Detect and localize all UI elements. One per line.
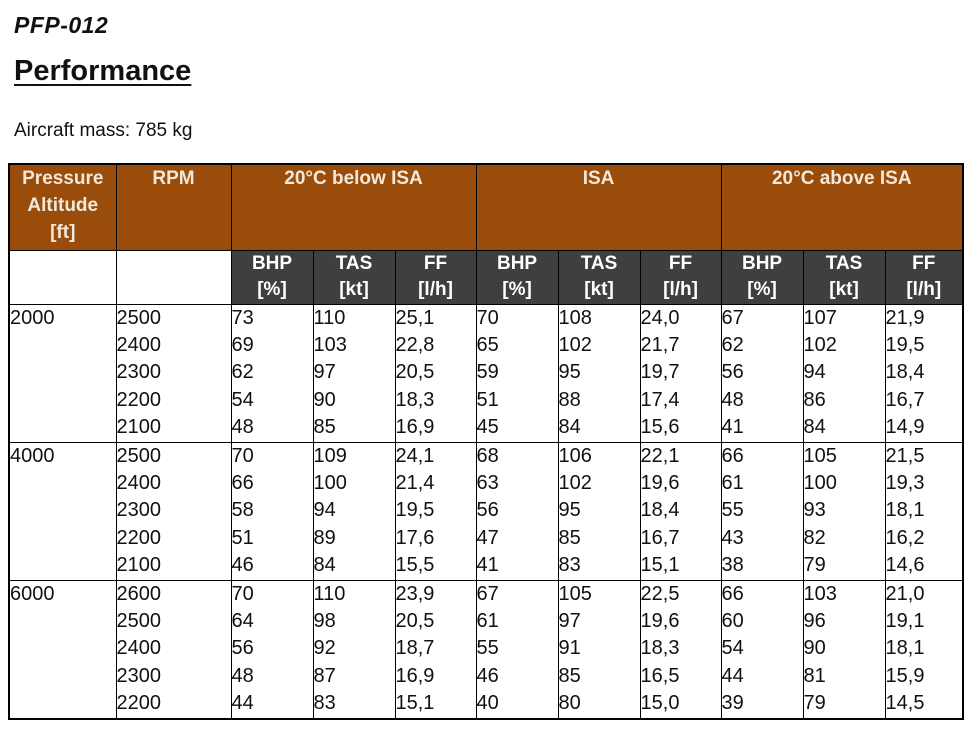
column-group-isa: ISA [475,163,722,251]
altitude-cell: 2000 [8,303,117,443]
rpm-cell: 2600 2500 2400 2300 2200 [115,579,232,720]
rpm-cell: 2500 2400 2300 2200 2100 [115,441,232,581]
bhp-cell: 67 61 55 46 40 [475,579,559,720]
ff-cell: 21,9 19,5 18,4 16,7 14,9 [884,303,964,443]
ff-cell: 25,1 22,8 20,5 18,3 16,9 [394,303,477,443]
altitude-cell: 6000 [8,579,117,720]
bhp-cell: 66 61 55 43 38 [720,441,804,581]
spacer-cell [8,249,117,305]
tas-cell: 108 102 95 88 84 [557,303,641,443]
bhp-cell: 70 66 58 51 46 [230,441,314,581]
tas-cell: 109 100 94 89 84 [312,441,396,581]
bhp-cell: 70 64 56 48 44 [230,579,314,720]
table-subheader-row: BHP [%] TAS [kt] FF [l/h] BHP [%] TAS [k… [8,249,964,305]
table-row-altitude-2000: 2000 2500 2400 2300 2200 2100 73 69 62 5… [8,303,964,443]
ff-cell: 23,9 20,5 18,7 16,9 15,1 [394,579,477,720]
ff-cell: 22,1 19,6 18,4 16,7 15,1 [639,441,722,581]
bhp-cell: 70 65 59 51 45 [475,303,559,443]
ff-cell: 24,1 21,4 19,5 17,6 15,5 [394,441,477,581]
tas-cell: 110 98 92 87 83 [312,579,396,720]
subheader-tas: TAS [kt] [802,249,886,305]
table-row-altitude-4000: 4000 2500 2400 2300 2200 2100 70 66 58 5… [8,441,964,581]
altitude-cell: 4000 [8,441,117,581]
bhp-cell: 67 62 56 48 41 [720,303,804,443]
subheader-ff: FF [l/h] [394,249,477,305]
doc-code: PFP-012 [14,12,109,38]
ff-cell: 21,0 19,1 18,1 15,9 14,5 [884,579,964,720]
tas-cell: 103 96 90 81 79 [802,579,886,720]
ff-cell: 21,5 19,3 18,1 16,2 14,6 [884,441,964,581]
performance-table: Pressure Altitude [ft] RPM 20°C below IS… [8,163,964,720]
tas-cell: 110 103 97 90 85 [312,303,396,443]
tas-cell: 105 97 91 85 80 [557,579,641,720]
subheader-ff: FF [l/h] [884,249,964,305]
table-row-altitude-6000: 6000 2600 2500 2400 2300 2200 70 64 56 4… [8,579,964,720]
column-group-above-isa: 20°C above ISA [720,163,964,251]
bhp-cell: 68 63 56 47 41 [475,441,559,581]
subheader-bhp: BHP [%] [475,249,559,305]
page-title: Performance [14,55,192,87]
column-header-pressure-altitude: Pressure Altitude [ft] [8,163,117,251]
subheader-bhp: BHP [%] [230,249,314,305]
table-header-row: Pressure Altitude [ft] RPM 20°C below IS… [8,163,964,251]
subheader-tas: TAS [kt] [557,249,641,305]
tas-cell: 105 100 93 82 79 [802,441,886,581]
subheader-tas: TAS [kt] [312,249,396,305]
bhp-cell: 73 69 62 54 48 [230,303,314,443]
spacer-cell [115,249,232,305]
subheader-bhp: BHP [%] [720,249,804,305]
subheader-ff: FF [l/h] [639,249,722,305]
bhp-cell: 66 60 54 44 39 [720,579,804,720]
ff-cell: 22,5 19,6 18,3 16,5 15,0 [639,579,722,720]
tas-cell: 106 102 95 85 83 [557,441,641,581]
tas-cell: 107 102 94 86 84 [802,303,886,443]
aircraft-mass-note: Aircraft mass: 785 kg [14,120,193,141]
column-header-rpm: RPM [115,163,232,251]
column-group-below-isa: 20°C below ISA [230,163,477,251]
ff-cell: 24,0 21,7 19,7 17,4 15,6 [639,303,722,443]
rpm-cell: 2500 2400 2300 2200 2100 [115,303,232,443]
